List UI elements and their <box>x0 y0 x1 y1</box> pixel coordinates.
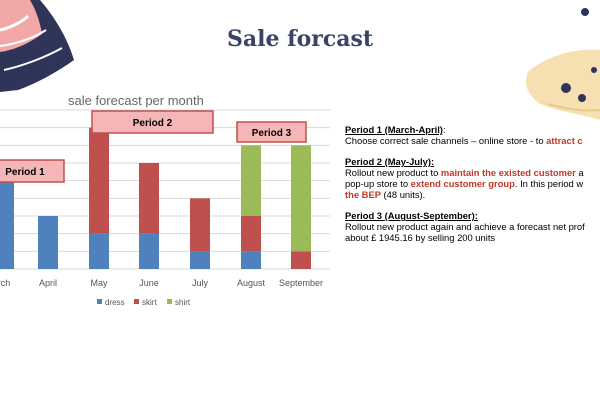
period-3-line-2: about £ 1945.16 by selling 200 units <box>345 232 496 243</box>
x-tick-label: August <box>237 278 266 288</box>
navy-dot-icon <box>561 83 571 93</box>
bar-dress-june <box>139 233 159 269</box>
x-tick-label: rch <box>0 278 10 288</box>
period-label-1: Period 1 <box>5 167 45 178</box>
period-3-heading: Period 3 (August-September): <box>345 210 478 221</box>
period-3-line-1: Rollout new product again and achieve a … <box>345 221 585 232</box>
x-tick-label: July <box>192 278 209 288</box>
x-tick-label: April <box>39 278 57 288</box>
navy-dot-icon <box>591 67 597 73</box>
bar-skirt-august <box>241 216 261 252</box>
bar-skirt-may <box>89 127 109 234</box>
period-box-3 <box>236 121 307 143</box>
legend-label-dress: dress <box>105 298 125 307</box>
x-tick-label: May <box>90 278 108 288</box>
bar-dress-march <box>0 180 14 269</box>
bar-shirt-august <box>241 145 261 216</box>
legend-label-skirt: skirt <box>142 298 157 307</box>
period-label-2: Period 2 <box>133 118 173 129</box>
bar-skirt-june <box>139 163 159 234</box>
period-2-heading: Period 2 (May-July): <box>345 156 435 167</box>
period-box-2 <box>91 110 214 134</box>
bar-dress-april <box>38 216 58 269</box>
period-label-3: Period 3 <box>252 128 292 139</box>
period-2-line-2: pop-up store to extend customer group. I… <box>345 178 584 189</box>
sale-forecast-chart: rch April May June July August September dress s… <box>0 109 330 307</box>
period-1-heading: Period 1 (March-April): <box>345 124 446 135</box>
x-tick-label: September <box>279 278 323 288</box>
period-notes: Period 1 (March-April): Choose correct s… <box>345 124 600 243</box>
bar-skirt-september <box>291 251 311 269</box>
chart-title: sale forecast per month <box>68 93 204 108</box>
x-tick-label: June <box>139 278 159 288</box>
legend-swatch-skirt <box>134 299 139 304</box>
navy-dot-icon <box>578 94 586 102</box>
period-2-line-3: the BEP (48 units). <box>345 189 426 200</box>
legend-label-shirt: shirt <box>175 298 191 307</box>
period-2-line-1: Rollout new product to maintain the exis… <box>345 167 584 178</box>
period-box-1 <box>0 159 65 183</box>
bar-dress-august <box>241 251 261 269</box>
navy-dot-icon <box>581 8 589 16</box>
bar-dress-july <box>190 251 210 269</box>
slide-title: Sale forcast <box>226 26 374 52</box>
bar-shirt-september <box>291 145 311 252</box>
legend-swatch-dress <box>97 299 102 304</box>
legend-swatch-shirt <box>167 299 172 304</box>
period-1-body: Choose correct sale channels – online st… <box>345 135 583 146</box>
bar-dress-may <box>89 233 109 269</box>
bar-skirt-july <box>190 198 210 252</box>
pink-brush-stroke <box>0 0 42 52</box>
